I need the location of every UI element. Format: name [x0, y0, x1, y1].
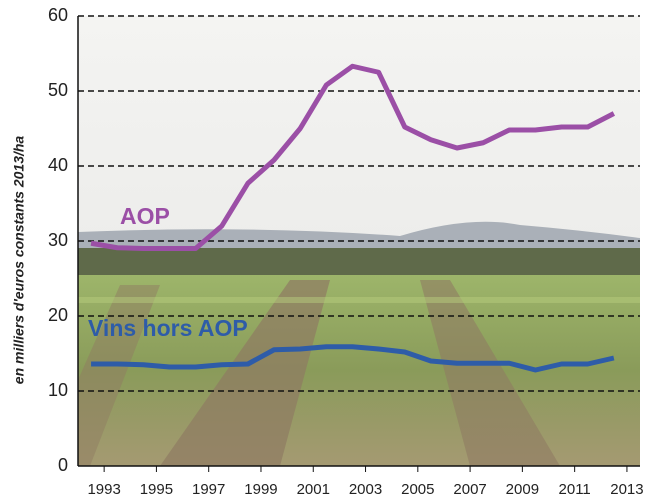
series-label: AOP	[120, 203, 170, 229]
y-tick-label: 50	[48, 80, 68, 100]
x-tick-label: 2009	[506, 481, 539, 498]
y-tick-label: 0	[58, 455, 68, 475]
y-axis-title: en milliers d'euros constants 2013/ha	[11, 136, 27, 385]
x-tick-label: 2011	[559, 481, 591, 498]
chart: en milliers d'euros constants 2013/ha 0 1…	[0, 0, 660, 499]
x-tick-label: 2005	[401, 481, 434, 498]
x-tick-label: 1997	[192, 481, 225, 498]
x-tick-label: 2013	[610, 481, 643, 498]
y-tick-label: 30	[48, 230, 68, 250]
y-tick-label: 20	[48, 305, 68, 325]
y-tick-label: 60	[48, 5, 68, 25]
x-tick-label: 2007	[453, 481, 486, 498]
y-tick-label: 10	[48, 380, 68, 400]
x-tick-label: 2003	[349, 481, 382, 498]
x-tick-label: 1999	[244, 481, 277, 498]
x-tick-label: 1993	[87, 481, 120, 498]
x-tick-label: 1995	[140, 481, 173, 498]
x-tick-label: 2001	[297, 481, 330, 498]
y-tick-label: 40	[48, 155, 68, 175]
series-label: Vins hors AOP	[88, 315, 248, 341]
